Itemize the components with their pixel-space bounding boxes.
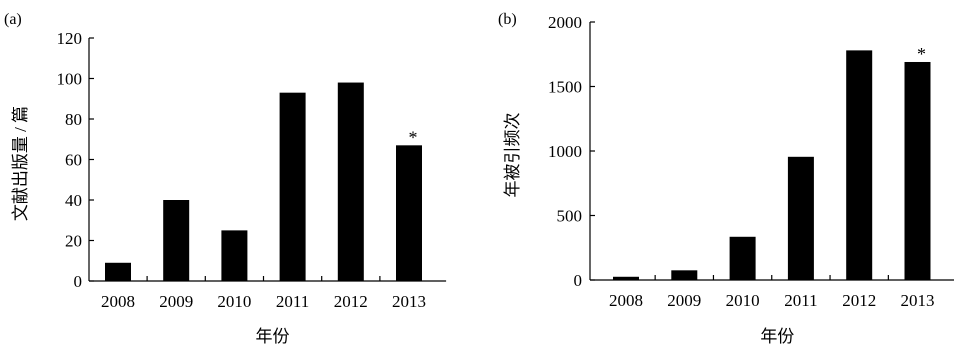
- y-tick-label: 0: [574, 271, 583, 290]
- bar: [729, 236, 756, 280]
- bar: [105, 262, 131, 281]
- x-tick-label: 2013: [901, 291, 935, 310]
- annotation-star: *: [917, 44, 926, 64]
- y-tick-label: 2000: [548, 13, 582, 32]
- bar: [613, 276, 639, 280]
- panel-label: (a): [4, 11, 22, 28]
- y-axis-title: 年被引频次: [503, 113, 522, 198]
- x-tick-label: 2009: [667, 291, 701, 310]
- annotation-star: *: [409, 127, 418, 147]
- x-tick-label: 2008: [101, 292, 135, 311]
- y-tick-label: 100: [57, 70, 83, 89]
- bar: [671, 270, 698, 280]
- y-tick-label: 500: [557, 207, 583, 226]
- x-tick-label: 2008: [609, 291, 643, 310]
- x-axis-title: 年份: [760, 327, 794, 346]
- bar: [904, 61, 931, 280]
- y-tick-label: 120: [57, 29, 83, 48]
- y-tick-label: 0: [74, 272, 83, 291]
- y-tick-label: 80: [65, 110, 82, 129]
- bar: [279, 92, 306, 281]
- x-tick-label: 2011: [784, 291, 817, 310]
- bar: [221, 230, 248, 281]
- x-tick-label: 2012: [334, 292, 368, 311]
- bar: [396, 145, 422, 281]
- bar: [846, 50, 873, 280]
- panel-label: (b): [498, 11, 517, 28]
- y-tick-label: 60: [65, 151, 82, 170]
- y-tick-label: 20: [65, 232, 82, 251]
- y-tick-label: 40: [65, 191, 82, 210]
- y-axis-title: 文献出版量 / 篇: [11, 106, 30, 221]
- y-tick-label: 1000: [548, 142, 582, 161]
- x-tick-label: 2010: [217, 292, 251, 311]
- x-tick-label: 2012: [842, 291, 876, 310]
- x-tick-label: 2010: [726, 291, 760, 310]
- x-tick-label: 2013: [392, 292, 426, 311]
- x-axis-title: 年份: [256, 327, 290, 346]
- bar: [337, 82, 364, 281]
- bar: [163, 200, 190, 281]
- x-tick-label: 2011: [276, 292, 309, 311]
- bar: [787, 156, 814, 280]
- x-tick-label: 2009: [159, 292, 193, 311]
- y-tick-label: 1500: [548, 78, 582, 97]
